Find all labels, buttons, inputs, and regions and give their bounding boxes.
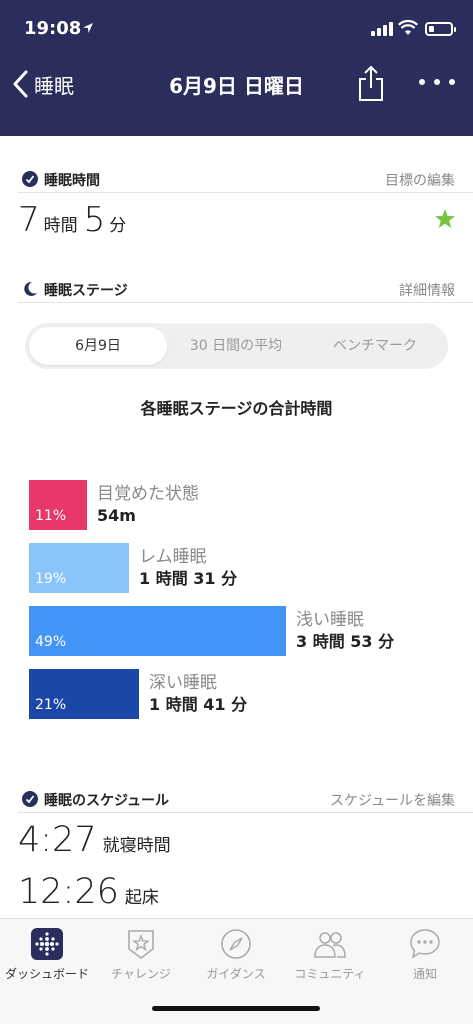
details-link[interactable]: 詳細情報 [399, 283, 455, 299]
nav-bar: 睡眠 6月9日 日曜日 [0, 62, 473, 106]
stage-bar-deep: 21% [29, 669, 139, 719]
tab-label: コミュニティ [294, 967, 366, 981]
tab-label: チャレンジ [111, 967, 171, 981]
tab-guidance[interactable]: ガイダンス [189, 927, 283, 982]
divider [18, 302, 473, 303]
section-title: 睡眠のスケジュール [44, 793, 170, 809]
wake-value: 12:26 [18, 872, 119, 912]
stage-name: 浅い睡眠 [296, 610, 364, 630]
back-button[interactable]: 睡眠 [10, 66, 74, 102]
tab-day[interactable]: 6月9日 [29, 327, 167, 365]
wake-row: 12:26 起床 [18, 872, 159, 912]
star-icon [435, 209, 455, 228]
tab-benchmark[interactable]: ベンチマーク [333, 338, 417, 354]
battery-icon [425, 22, 456, 36]
tab-dashboard[interactable]: ダッシュボード [0, 927, 94, 982]
dot-icon [434, 79, 440, 85]
cellular-signal-icon [371, 22, 393, 36]
dashboard-icon [31, 928, 63, 960]
stage-label-light: 浅い睡眠 3 時間 53 分 [296, 609, 394, 653]
edit-goal-link[interactable]: 目標の編集 [385, 173, 455, 189]
location-arrow-icon [83, 23, 93, 33]
divider [18, 192, 473, 193]
app-header: 19:08 睡眠 6月9日 日曜日 [0, 0, 473, 136]
divider [18, 812, 473, 813]
sleep-stages-header: 睡眠ステージ 詳細情報 [0, 276, 473, 302]
more-options-button[interactable] [419, 72, 455, 92]
stage-percent: 21% [35, 697, 67, 713]
duration-hours: 7 [18, 200, 40, 240]
stage-period-selector: 6月9日 30 日間の平均 ベンチマーク [25, 323, 448, 369]
tab-label: ダッシュボード [4, 967, 89, 981]
check-clock-icon [22, 791, 38, 807]
home-indicator [152, 1006, 320, 1011]
stage-percent: 11% [35, 508, 67, 524]
stage-name: 深い睡眠 [149, 673, 217, 693]
community-icon [314, 932, 346, 958]
stage-value: 1 時間 31 分 [139, 569, 238, 588]
stage-bar-rem: 19% [29, 543, 129, 593]
moon-icon [24, 281, 37, 296]
chart-title: 各睡眠ステージの合計時間 [140, 399, 333, 418]
challenge-star-icon [128, 930, 154, 959]
dot-icon [449, 79, 455, 85]
wake-label: 起床 [124, 888, 159, 908]
section-title: 睡眠時間 [44, 173, 100, 189]
share-icon[interactable] [356, 64, 386, 102]
stage-percent: 19% [35, 571, 67, 587]
back-label: 睡眠 [34, 73, 74, 98]
stage-bar-awake: 11% [29, 480, 87, 530]
stage-value: 1 時間 41 分 [149, 695, 248, 714]
stage-name: レム睡眠 [139, 547, 207, 567]
tab-community[interactable]: コミュニティ [283, 927, 377, 982]
section-title: 睡眠ステージ [44, 283, 128, 299]
stage-label-rem: レム睡眠 1 時間 31 分 [139, 546, 237, 590]
tab-30-day-average[interactable]: 30 日間の平均 [189, 338, 283, 354]
tab-challenge[interactable]: チャレンジ [94, 927, 188, 982]
status-time: 19:08 [24, 18, 82, 39]
duration-minutes: 5 [83, 200, 106, 240]
stage-percent: 49% [35, 634, 67, 650]
wifi-icon [398, 20, 418, 35]
dot-icon [419, 79, 425, 85]
stage-label-awake: 目覚めた状態 54m [97, 483, 199, 527]
tab-label: 通知 [412, 967, 437, 981]
page-title: 6月9日 日曜日 [169, 74, 304, 98]
tab-notifications[interactable]: 通知 [378, 927, 472, 982]
chevron-left-icon [13, 70, 28, 98]
bedtime-value: 4:27 [18, 820, 97, 860]
stage-name: 目覚めた状態 [97, 484, 199, 504]
edit-schedule-link[interactable]: スケジュールを編集 [329, 793, 455, 809]
stage-value: 3 時間 53 分 [296, 632, 395, 651]
tab-label: ガイダンス [206, 967, 266, 981]
stage-bar-light: 49% [29, 606, 286, 656]
notification-bubble-icon [410, 929, 440, 959]
schedule-header: 睡眠のスケジュール スケジュールを編集 [0, 786, 473, 812]
hours-unit: 時間 [43, 216, 78, 236]
status-bar: 19:08 [0, 14, 473, 44]
bedtime-row: 4:27 就寝時間 [18, 820, 171, 860]
check-clock-icon [22, 171, 38, 187]
stage-label-deep: 深い睡眠 1 時間 41 分 [149, 672, 247, 716]
sleep-duration: 7 時間 5 分 [18, 200, 132, 240]
stage-value: 54m [97, 506, 136, 525]
sleep-time-header: 睡眠時間 目標の編集 [0, 166, 473, 192]
bedtime-label: 就寝時間 [102, 836, 171, 856]
minutes-unit: 分 [109, 216, 127, 236]
compass-icon [221, 929, 251, 959]
